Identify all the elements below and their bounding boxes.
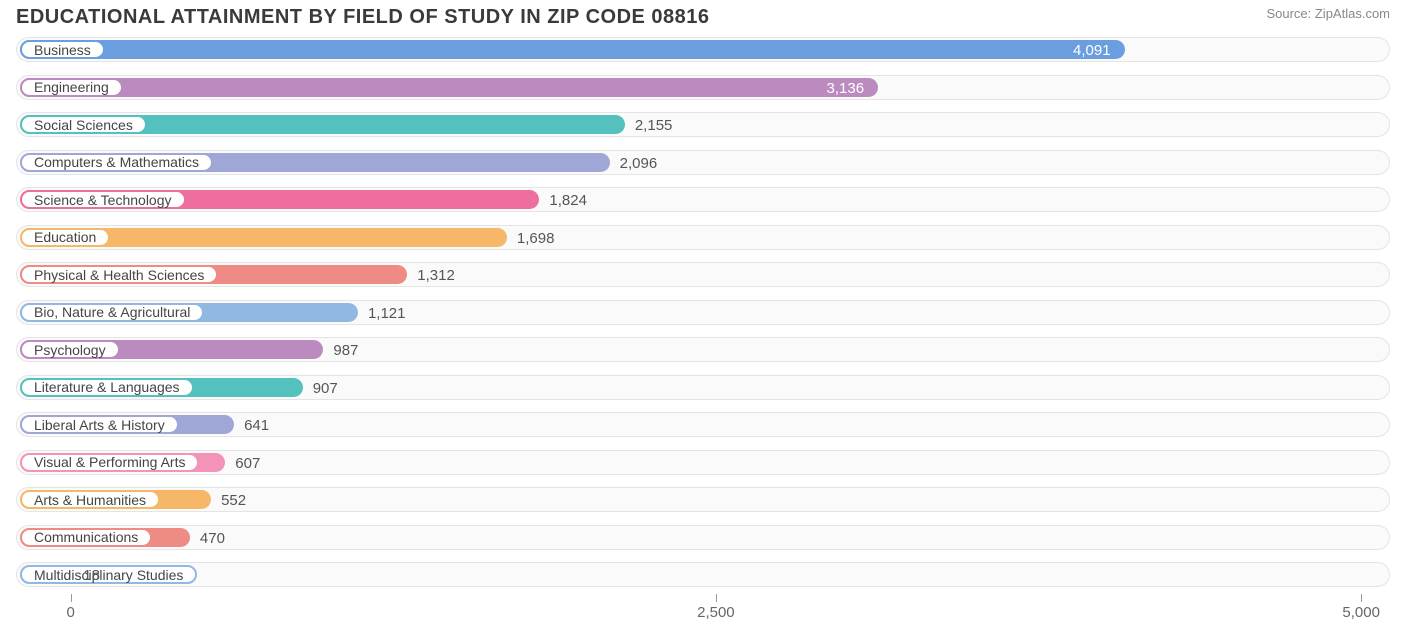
axis-tick <box>71 594 72 602</box>
bar-row: Business4,091 <box>16 37 1390 62</box>
bar-row: Psychology 987 <box>16 337 1390 362</box>
bar-value: 2,096 <box>610 151 658 176</box>
bar-value: 607 <box>225 451 260 476</box>
bar-value: 907 <box>303 376 338 401</box>
bar-label: Physical & Health Sciences <box>20 265 218 284</box>
bar-row: Bio, Nature & Agricultural 1,121 <box>16 300 1390 325</box>
bar-row: Physical & Health Sciences 1,312 <box>16 262 1390 287</box>
bar-label: Psychology <box>20 340 120 359</box>
axis-tick <box>1361 594 1362 602</box>
bar-value: 1,698 <box>507 226 555 251</box>
bar-value: 4,091 <box>17 38 1125 63</box>
bar-label: Arts & Humanities <box>20 490 160 509</box>
bar-row: Multidisciplinary Studies18 <box>16 562 1390 587</box>
axis-label: 0 <box>66 604 74 621</box>
bar-row: Social Sciences 2,155 <box>16 112 1390 137</box>
bar-label: Communications <box>20 528 152 547</box>
bar-row: Visual & Performing Arts 607 <box>16 450 1390 475</box>
bar-value: 18 <box>73 563 100 588</box>
bar-label: Computers & Mathematics <box>20 153 213 172</box>
chart-title: EDUCATIONAL ATTAINMENT BY FIELD OF STUDY… <box>16 6 710 29</box>
bar-label: Education <box>20 228 110 247</box>
bar-label: Multidisciplinary Studies <box>20 565 197 584</box>
bar-row: Science & Technology 1,824 <box>16 187 1390 212</box>
bar-label: Social Sciences <box>20 115 147 134</box>
bar-label: Visual & Performing Arts <box>20 453 199 472</box>
bar-value: 552 <box>211 488 246 513</box>
bar-label: Literature & Languages <box>20 378 194 397</box>
chart-header: EDUCATIONAL ATTAINMENT BY FIELD OF STUDY… <box>0 0 1406 33</box>
bar-row: Liberal Arts & History 641 <box>16 412 1390 437</box>
bar-value: 987 <box>323 338 358 363</box>
bar-value: 3,136 <box>17 76 878 101</box>
axis-tick <box>716 594 717 602</box>
bar-row: Education 1,698 <box>16 225 1390 250</box>
axis-label: 2,500 <box>697 604 735 621</box>
bar-row: Literature & Languages 907 <box>16 375 1390 400</box>
bar-row: Engineering3,136 <box>16 75 1390 100</box>
bar-value: 641 <box>234 413 269 438</box>
bar-value: 2,155 <box>625 113 673 138</box>
bar-value: 1,312 <box>407 263 455 288</box>
bar-row: Communications 470 <box>16 525 1390 550</box>
axis-label: 5,000 <box>1342 604 1380 621</box>
bar-value: 1,824 <box>539 188 587 213</box>
x-axis: 0 2,500 5,000 <box>16 594 1390 624</box>
bars-container: Business4,091 Engineering3,136 Social Scie… <box>16 37 1390 587</box>
chart-area: Business4,091 Engineering3,136 Social Scie… <box>0 33 1406 624</box>
bar-row: Arts & Humanities 552 <box>16 487 1390 512</box>
bar-label: Science & Technology <box>20 190 186 209</box>
bar-label: Bio, Nature & Agricultural <box>20 303 204 322</box>
bar-row: Computers & Mathematics 2,096 <box>16 150 1390 175</box>
chart-source: Source: ZipAtlas.com <box>1266 6 1390 21</box>
bar-value: 1,121 <box>358 301 406 326</box>
bar-label: Liberal Arts & History <box>20 415 179 434</box>
bar-value: 470 <box>190 526 225 551</box>
